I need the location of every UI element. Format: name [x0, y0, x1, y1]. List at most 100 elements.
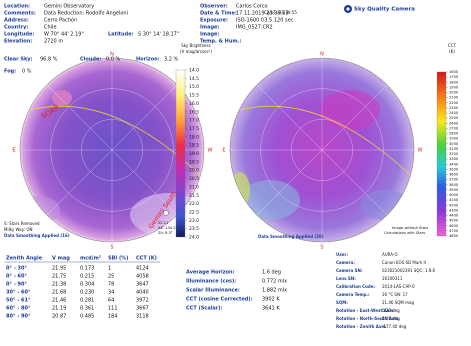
- tick-label: 20.0: [189, 168, 199, 174]
- field-label: Horizon:: [136, 57, 160, 63]
- field-label: CCT (cosine Corrected):: [186, 297, 253, 303]
- tick-label: 16.0: [189, 101, 199, 107]
- table-cell: 184: [108, 314, 118, 320]
- field-value: Gemini Observatory: [44, 4, 94, 10]
- tick-label: 14.5: [189, 76, 199, 82]
- tick-label: 2300: [449, 106, 459, 110]
- table-cell: 34: [108, 290, 114, 296]
- field-label: Camera SN:: [336, 268, 363, 273]
- field-value: Cerro Pachón: [44, 17, 77, 24]
- table-header: SBI (%): [108, 256, 129, 262]
- tick-label: 2000: [449, 91, 459, 95]
- table-cell: 60° - 80°: [6, 306, 31, 312]
- field-label: Rotation - Zenith Axis:: [336, 324, 387, 329]
- tick-label: 2400: [449, 111, 459, 115]
- compass-label: W: [208, 148, 213, 154]
- tick-label: 4300: [449, 208, 459, 212]
- tick-label: 3500: [449, 167, 459, 171]
- note: Data Smoothing Applied (20): [258, 234, 324, 239]
- tick-label: 3300: [449, 157, 459, 161]
- field-label: Elevation:: [4, 39, 32, 45]
- compass-label: E: [222, 148, 225, 154]
- tick-label: 21.5: [189, 193, 199, 199]
- field-label: Lens SN:: [336, 276, 356, 281]
- tick-label: 2600: [449, 121, 459, 125]
- field-value: Chile: [44, 25, 57, 31]
- note: Calculations with Stars: [384, 231, 425, 235]
- field-value: IMG_0527.CR2: [236, 25, 273, 31]
- scale-title: Sky Brightness: [181, 43, 211, 48]
- field-value: Carlos Corco: [236, 4, 268, 10]
- field-value: 023021002391 SQC: 1.9.6: [382, 268, 436, 273]
- tick-label: 18.0: [189, 134, 199, 140]
- patch: [320, 90, 380, 130]
- table-cell: 21.68: [52, 290, 66, 296]
- field-label: Average Horizon:: [186, 270, 235, 276]
- scale-title: CCT: [448, 43, 457, 48]
- tick-label: 2800: [449, 132, 459, 136]
- tick-label: 3200: [449, 152, 459, 156]
- glow: [20, 196, 60, 224]
- tick-label: 3800: [449, 183, 459, 187]
- tick-label: 23.0: [189, 218, 199, 224]
- tick-label: 24.0: [189, 235, 199, 241]
- tick-label: 1900: [449, 85, 459, 89]
- field-label: Cloude:: [80, 57, 101, 63]
- table-header: Zenith Angle: [6, 256, 43, 262]
- field-value: 0 %: [22, 69, 32, 75]
- table-cell: 0.173: [80, 266, 94, 272]
- note: Milky Way: ON: [4, 227, 32, 232]
- table-header: V mag: [52, 256, 70, 262]
- logo-icon: [344, 5, 352, 13]
- field-label: CCT (Scalar):: [186, 306, 223, 312]
- field-value: 1.6 deg: [262, 270, 281, 276]
- tick-label: 22.5: [189, 209, 199, 215]
- table-cell: 3118: [136, 314, 149, 320]
- tick-label: 17.5: [189, 126, 199, 132]
- field-label: Illuminance (cos):: [186, 279, 236, 285]
- field-value: 21.46 SQM mag: [382, 300, 414, 305]
- tick-label: 18.5: [189, 143, 199, 149]
- tick-label: 1700: [449, 75, 459, 79]
- table-cell: 4040: [136, 290, 149, 296]
- table-header: CCT (K): [136, 256, 157, 262]
- tick-label: 2100: [449, 96, 459, 100]
- field-value: Data Reduction: Rodolfo Angeloni: [44, 11, 128, 17]
- field-value: W 70° 44' 2.19'': [44, 32, 84, 38]
- field-label: Scalar Illuminance:: [186, 288, 240, 294]
- table-cell: 4058: [136, 274, 149, 280]
- tick-label: 3600: [449, 173, 459, 177]
- tick-label: 3700: [449, 178, 459, 182]
- field-label: Camera:: [336, 260, 355, 265]
- tick-label: 4100: [449, 198, 459, 202]
- field-label: User:: [336, 252, 348, 257]
- compass-label: S: [110, 245, 113, 251]
- tick-label: 4500: [449, 219, 459, 223]
- tick-label: 4400: [449, 214, 459, 218]
- tick-label: 23.5: [189, 226, 199, 232]
- tick-label: 4000: [449, 193, 459, 197]
- table-cell: 0° - 60°: [6, 274, 27, 280]
- compass-label: S: [320, 245, 323, 251]
- note: S: Stars Removed: [4, 221, 40, 226]
- table-cell: 50° - 61°: [6, 298, 31, 304]
- field-label: Image:: [200, 32, 219, 38]
- table-cell: 21.38: [52, 282, 66, 288]
- field-label: Comments:: [4, 11, 36, 17]
- field-label: Longitude:: [4, 32, 34, 38]
- tick-label: 19.0: [189, 151, 199, 157]
- scale-unit: (V mag/arcsec²): [180, 49, 212, 54]
- field-value: 16 °C SN: 17: [382, 292, 408, 297]
- field-label: Location:: [4, 4, 30, 10]
- table-cell: 21.19: [52, 306, 66, 312]
- field-value: 0.20 deg: [382, 316, 400, 321]
- logo-text: Sky Quality Camera: [354, 7, 415, 13]
- tick-label: 20.5: [189, 176, 199, 182]
- table-cell: 0° - 30°: [6, 266, 27, 272]
- tick-label: 4600: [449, 224, 459, 228]
- field-value: 3.2 %: [164, 57, 179, 63]
- field-label: Date & Time:: [200, 11, 237, 17]
- field-value: -177.40 deg: [382, 324, 407, 329]
- tick-label: 4700: [449, 229, 459, 233]
- field-label: SQM:: [336, 300, 348, 305]
